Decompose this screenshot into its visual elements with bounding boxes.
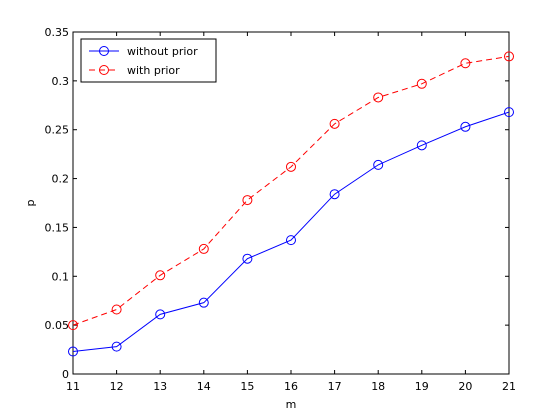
y-tick-label: 0.2 xyxy=(52,173,70,186)
legend: without prior with prior xyxy=(80,38,217,83)
legend-marker xyxy=(99,65,109,75)
legend-label: with prior xyxy=(127,64,180,77)
data-point xyxy=(329,118,340,129)
y-tick-label: 0.15 xyxy=(45,221,70,234)
data-point xyxy=(198,297,209,308)
x-tick-label: 15 xyxy=(240,380,254,393)
legend-entry: with prior xyxy=(89,64,180,77)
plot-frame xyxy=(72,31,510,375)
data-point xyxy=(68,320,78,331)
x-tick-label: 18 xyxy=(371,380,385,393)
data-point xyxy=(68,346,78,357)
y-tick-label: 0.3 xyxy=(52,75,70,88)
data-point xyxy=(504,51,514,62)
legend-marker xyxy=(99,46,109,56)
data-point xyxy=(155,309,166,320)
data-point xyxy=(286,235,296,246)
series-layer xyxy=(68,51,514,357)
series-line xyxy=(72,55,510,326)
y-axis-label: p xyxy=(24,199,37,206)
y-tick-label: 0.05 xyxy=(45,319,70,332)
axes: 11 12 13 14 15 16 17 18 19 20 21 0 0.05 0.1 0.15 0.2 0.2… xyxy=(45,26,517,393)
series-without-prior xyxy=(68,107,514,357)
data-point xyxy=(286,161,296,172)
data-point xyxy=(460,58,471,69)
data-point xyxy=(373,159,384,170)
y-tick-label: 0 xyxy=(62,368,69,381)
legend-entry: without prior xyxy=(89,45,198,58)
y-tick-label: 0.1 xyxy=(52,270,70,283)
data-point xyxy=(111,341,122,352)
x-tick-label: 21 xyxy=(502,380,516,393)
series-with-prior xyxy=(68,51,514,331)
data-point xyxy=(373,92,384,103)
x-axis-label: m xyxy=(286,398,297,411)
x-tick-label: 17 xyxy=(328,380,342,393)
series-line xyxy=(72,111,510,353)
data-point xyxy=(329,189,340,200)
x-tick-label: 20 xyxy=(458,380,472,393)
data-point xyxy=(242,195,253,206)
data-point xyxy=(198,243,209,254)
y-tick-label: 0.25 xyxy=(45,124,70,137)
legend-label: without prior xyxy=(127,45,198,58)
x-tick-label: 19 xyxy=(415,380,429,393)
data-point xyxy=(416,140,427,151)
y-tick-label: 0.35 xyxy=(45,26,70,39)
data-point xyxy=(460,121,471,132)
x-tick-label: 14 xyxy=(197,380,211,393)
x-tick-label: 13 xyxy=(153,380,167,393)
data-point xyxy=(155,270,166,281)
data-point xyxy=(111,304,122,315)
data-point xyxy=(242,253,253,264)
data-point xyxy=(504,107,514,118)
x-tick-label: 12 xyxy=(110,380,124,393)
x-tick-label: 16 xyxy=(284,380,298,393)
data-point xyxy=(416,78,427,89)
x-tick-label: 11 xyxy=(66,380,80,393)
